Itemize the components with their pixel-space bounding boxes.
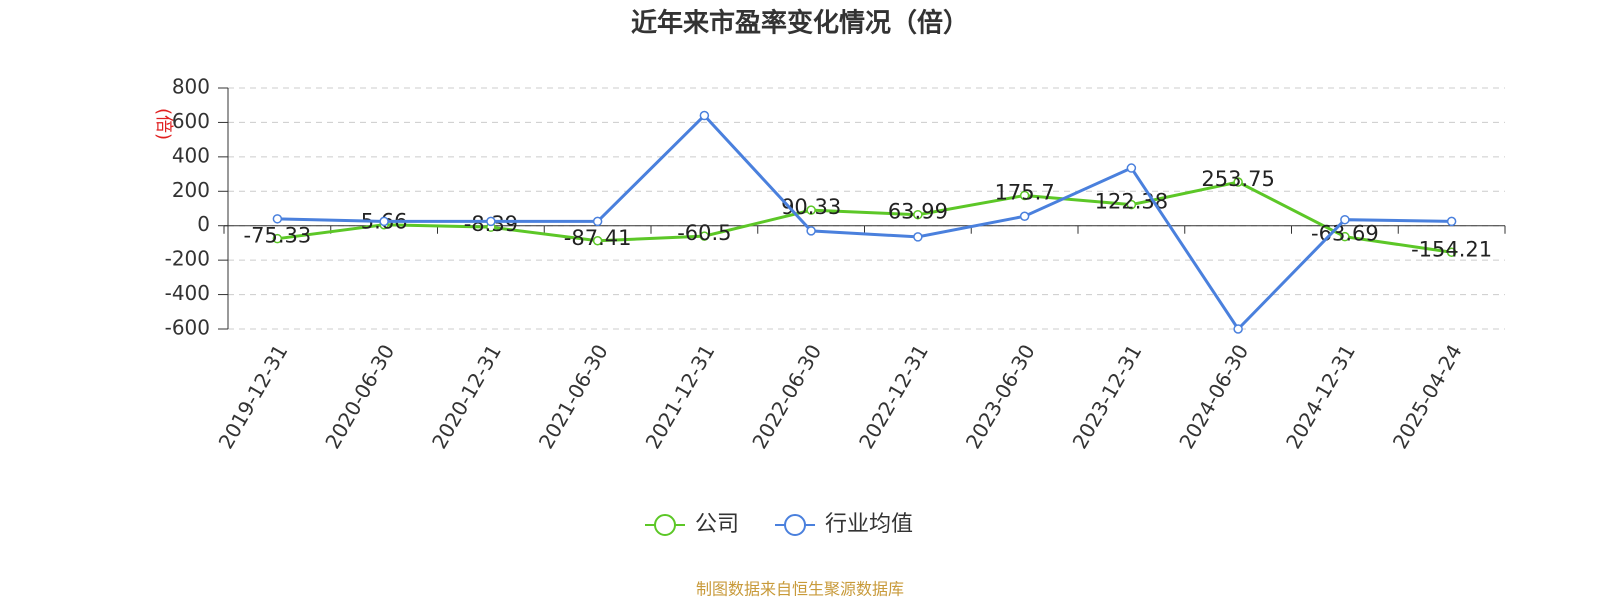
series-line	[277, 113, 1452, 332]
data-point	[1340, 231, 1350, 242]
data-point	[1446, 247, 1457, 258]
data-label: -75.33	[244, 224, 312, 248]
data-point	[592, 236, 603, 246]
x-tick-label: 2021-06-30	[534, 340, 613, 453]
x-tick-label: 2023-06-30	[961, 340, 1040, 453]
data-point	[272, 233, 283, 244]
x-tick-label: 2021-12-31	[641, 340, 720, 453]
x-tick-label: 2020-06-30	[320, 340, 399, 453]
y-tick-label: 400	[172, 143, 210, 167]
data-point	[1233, 177, 1243, 187]
series-line	[277, 180, 1452, 254]
x-tick-label: 2019-12-31	[214, 340, 293, 453]
y-tick-label: -400	[165, 281, 210, 305]
source-note: 制图数据来自恒生聚源数据库	[696, 580, 904, 599]
x-tick-label: 2023-12-31	[1068, 340, 1147, 453]
x-tick-label: 2020-12-31	[427, 340, 506, 453]
y-tick-label: 600	[172, 109, 210, 133]
data-point	[806, 205, 816, 215]
data-point	[1340, 214, 1350, 225]
data-point	[1446, 216, 1457, 227]
data-point	[1233, 324, 1243, 334]
legend-label: 公司	[695, 512, 739, 537]
data-label: -154.21	[1411, 237, 1492, 261]
data-point	[379, 216, 389, 227]
legend-marker	[654, 514, 676, 536]
data-point	[1126, 199, 1137, 210]
x-tick-label: 2022-12-31	[854, 340, 933, 453]
data-point	[592, 216, 603, 227]
data-point	[272, 214, 283, 224]
data-point	[699, 231, 710, 241]
data-point	[1019, 211, 1030, 221]
chart-title: 近年来市盈率变化情况（倍）	[631, 8, 969, 39]
y-tick-label: -200	[165, 247, 210, 271]
data-label: 63.99	[888, 200, 948, 224]
data-point	[699, 110, 710, 121]
data-label: 122.38	[1095, 190, 1168, 214]
data-point	[913, 209, 923, 220]
y-tick-label: 200	[172, 178, 210, 202]
y-tick-label: 800	[172, 75, 210, 99]
data-point	[913, 232, 923, 242]
legend-label: 行业均值	[825, 512, 913, 537]
data-label: 253.75	[1201, 167, 1274, 191]
data-label: -87.41	[564, 226, 632, 250]
y-tick-label: -600	[165, 316, 210, 340]
data-point	[1019, 190, 1030, 201]
data-label: -60.5	[677, 221, 731, 245]
data-point	[486, 216, 496, 227]
y-tick-label: 0	[197, 212, 210, 236]
data-point	[1126, 163, 1137, 173]
x-tick-label: 2024-12-31	[1281, 340, 1360, 453]
x-tick-label: 2022-06-30	[747, 340, 826, 453]
y-axis-label: (倍)	[153, 108, 174, 140]
legend-marker	[784, 514, 807, 536]
data-label: 175.7	[995, 180, 1055, 204]
x-tick-label: 2025-04-24	[1388, 340, 1467, 453]
x-tick-label: 2024-06-30	[1174, 340, 1253, 453]
data-point	[806, 226, 816, 236]
